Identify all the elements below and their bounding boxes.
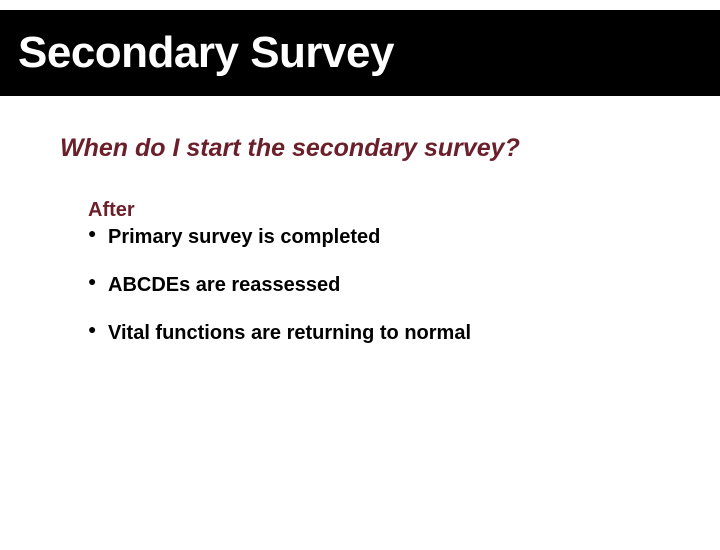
bullet-item: Vital functions are returning to normal [88,320,670,346]
title-bar: Secondary Survey [0,10,720,96]
slide-title: Secondary Survey [18,28,720,78]
bullet-item: ABCDEs are reassessed [88,272,670,298]
bullet-list: Primary survey is completed ABCDEs are r… [88,224,670,346]
bullet-item: Primary survey is completed [88,224,670,250]
slide-content: When do I start the secondary survey? Af… [0,96,720,346]
after-label: After [88,199,670,222]
question-text: When do I start the secondary survey? [60,134,670,163]
